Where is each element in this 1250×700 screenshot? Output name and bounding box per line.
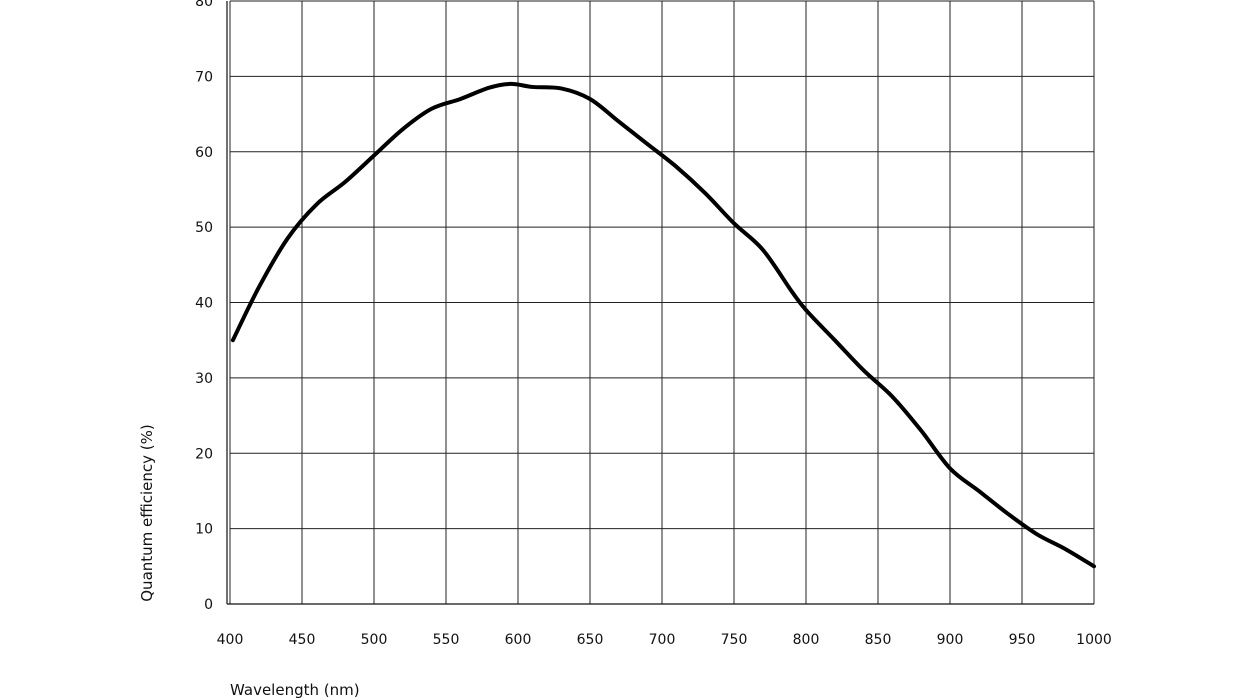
y-tick-labels: 0 10 20 30 40 50 60 70 80: [195, 0, 213, 613]
data-point: [1065, 548, 1066, 549]
data-point: [258, 287, 259, 288]
y-tick-label: 10: [195, 522, 213, 538]
data-point: [431, 108, 432, 109]
x-tick-label: 900: [937, 632, 964, 648]
data-point: [676, 166, 677, 167]
data-point: [1007, 513, 1008, 514]
x-axis-label: Wavelength (nm): [230, 681, 360, 699]
x-tick-label: 600: [505, 632, 532, 648]
data-point: [762, 249, 763, 250]
data-point: [950, 468, 951, 469]
data-point: [734, 223, 735, 224]
data-point: [316, 204, 317, 205]
grid: [229, 0, 1095, 605]
x-tick-label: 500: [361, 632, 388, 648]
data-point: [834, 340, 835, 341]
data-point: [489, 87, 490, 88]
y-axis-label: Quantum efficiency (%): [138, 424, 156, 602]
y-tick-label: 70: [195, 69, 213, 85]
data-point: [402, 129, 403, 130]
x-tick-label: 1000: [1076, 632, 1112, 648]
y-tick-label: 60: [195, 145, 213, 161]
x-tick-label: 800: [793, 632, 820, 648]
x-tick-labels: 400 450 500 550 600 650 700 750 800 850 900 950 1000: [217, 632, 1112, 648]
data-point: [921, 430, 922, 431]
data-point: [618, 121, 619, 122]
series-line: [230, 81, 1096, 569]
axes: [226, 1, 1094, 605]
x-tick-label: 550: [433, 632, 460, 648]
data-point: [345, 181, 346, 182]
series-layer: [230, 81, 1096, 569]
data-point: [1036, 533, 1037, 534]
x-tick-label: 700: [649, 632, 676, 648]
data-point: [460, 98, 461, 99]
y-tick-label: 0: [204, 597, 213, 613]
y-tick-label: 30: [195, 371, 213, 387]
x-tick-label: 450: [289, 632, 316, 648]
data-point: [510, 83, 511, 84]
data-point: [647, 144, 648, 145]
data-point: [532, 86, 533, 87]
x-tick-label: 950: [1009, 632, 1036, 648]
y-tick-label: 40: [195, 296, 213, 312]
data-point: [892, 396, 893, 397]
data-point: [232, 340, 233, 341]
data-point: [561, 88, 562, 89]
x-tick-label: 650: [577, 632, 604, 648]
data-point: [374, 155, 375, 156]
data-point: [806, 310, 807, 311]
data-point: [705, 193, 706, 194]
data-point: [978, 490, 979, 491]
y-tick-label: 50: [195, 220, 213, 236]
data-point: [590, 98, 591, 99]
x-tick-label: 400: [217, 632, 244, 648]
y-tick-label: 80: [195, 0, 213, 10]
x-tick-label: 750: [721, 632, 748, 648]
x-tick-label: 850: [865, 632, 892, 648]
data-point: [791, 291, 792, 292]
data-point: [287, 238, 288, 239]
y-tick-label: 20: [195, 446, 213, 462]
data-point: [863, 370, 864, 371]
data-point: [1094, 566, 1095, 567]
